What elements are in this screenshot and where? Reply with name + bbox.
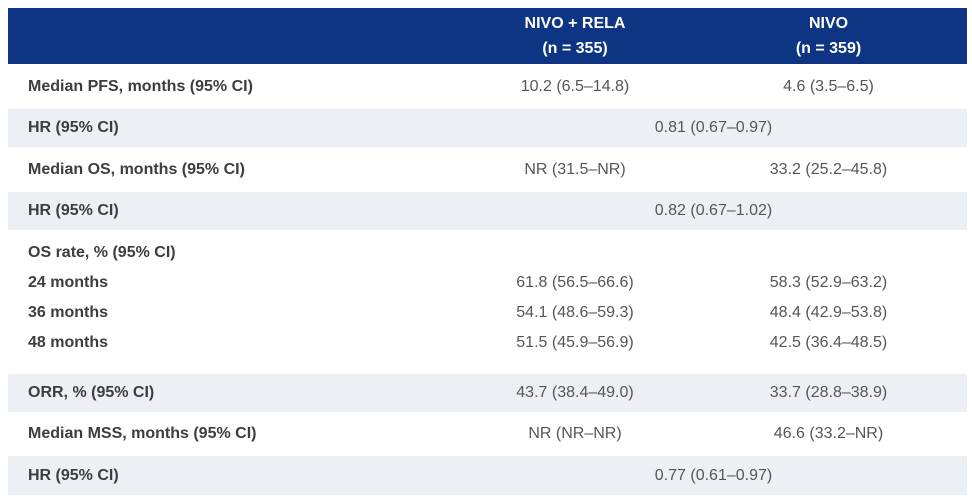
cell-nivo: 46.6 (33.2–NR) [773,425,884,442]
row-label: Median PFS, months (95% CI) [28,77,253,95]
cell-hr-value: 0.77 (0.61–0.97) [460,456,967,495]
row-label: HR (95% CI) [8,109,460,147]
cell-nivo: 33.7 (28.8–38.9) [690,374,967,412]
trial-results-table: NIVO + RELA (n = 355) NIVO (n = 359) Med… [8,5,967,498]
row-orr: ORR, % (95% CI) 43.7 (38.4–49.0) 33.7 (2… [8,374,967,412]
cell-nivo: 48.4 (42.9–53.8) [769,304,888,321]
header-nivo-name: NIVO [808,15,849,32]
header-nivo-n: (n = 359) [795,40,862,57]
row-hr-pfs: HR (95% CI) 0.81 (0.67–0.97) [8,109,967,147]
header-empty-cell [8,8,460,64]
header-nivo-rela: NIVO + RELA (n = 355) [460,8,690,64]
row-hr-mss: HR (95% CI) 0.77 (0.61–0.97) [8,456,967,495]
sub-row-label: 36 months [28,304,109,321]
cell-nivo-rela: 43.7 (38.4–49.0) [460,374,690,412]
row-hr-os: HR (95% CI) 0.82 (0.67–1.02) [8,192,967,230]
sub-row-label: 48 months [28,334,109,351]
cell-nivo-rela: 54.1 (48.6–59.3) [516,304,634,321]
os-rate-labels: OS rate, % (95% CI) 24 months 36 months … [8,233,460,371]
row-label: ORR, % (95% CI) [8,374,460,412]
cell-nivo-rela: 10.2 (6.5–14.8) [520,77,630,95]
cell-hr-value: 0.82 (0.67–1.02) [460,192,967,230]
row-label: Median OS, months (95% CI) [28,160,245,178]
header-nivo-rela-n: (n = 355) [542,40,608,57]
os-rate-nivo-rela-values: 61.8 (56.5–66.6) 54.1 (48.6–59.3) 51.5 (… [460,233,690,371]
cell-nivo: 4.6 (3.5–6.5) [783,77,874,95]
header-nivo-rela-name: NIVO + RELA [524,15,626,32]
cell-nivo-rela: 51.5 (45.9–56.9) [516,334,634,351]
row-label: OS rate, % (95% CI) [28,244,176,261]
cell-nivo-rela: NR (31.5–NR) [524,160,626,178]
sub-row-label: 24 months [28,274,109,291]
os-rate-nivo-values: 58.3 (52.9–63.2) 48.4 (42.9–53.8) 42.5 (… [690,233,967,371]
row-os-rate-block: OS rate, % (95% CI) 24 months 36 months … [8,233,967,371]
table-header: NIVO + RELA (n = 355) NIVO (n = 359) [8,8,967,64]
spacer [460,238,690,268]
spacer [690,238,967,268]
row-label: HR (95% CI) [8,456,460,495]
cell-nivo-rela: NR (NR–NR) [528,425,622,442]
row-label: Median MSS, months (95% CI) [28,425,257,442]
cell-nivo-rela: 61.8 (56.5–66.6) [516,274,634,291]
row-label: HR (95% CI) [8,192,460,230]
row-median-pfs: Median PFS, months (95% CI) 10.2 (6.5–14… [8,67,967,106]
row-median-os: Median OS, months (95% CI) NR (31.5–NR) … [8,150,967,189]
cell-hr-value: 0.81 (0.67–0.97) [460,109,967,147]
header-nivo: NIVO (n = 359) [690,8,967,64]
header-row: NIVO + RELA (n = 355) NIVO (n = 359) [8,8,967,64]
cell-nivo: 42.5 (36.4–48.5) [769,334,888,351]
cell-nivo: 33.2 (25.2–45.8) [769,160,888,178]
cell-nivo: 58.3 (52.9–63.2) [769,274,888,291]
row-median-mss: Median MSS, months (95% CI) NR (NR–NR) 4… [8,415,967,453]
